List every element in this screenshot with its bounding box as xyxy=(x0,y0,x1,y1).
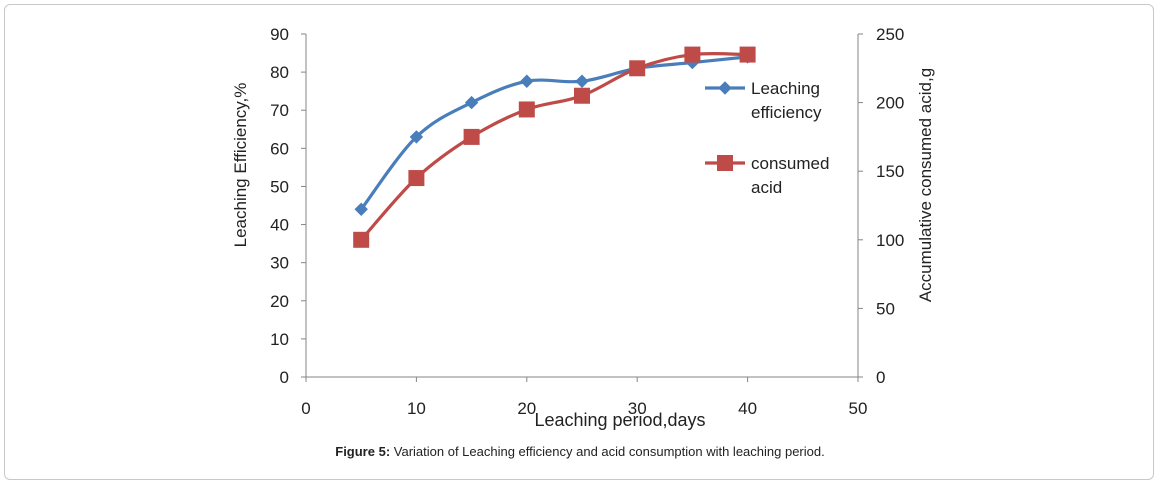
y-right-tick-label: 50 xyxy=(876,299,895,318)
consumed-acid-point xyxy=(518,101,535,118)
y-right-tick-label: 200 xyxy=(876,94,904,113)
consumed-acid-point xyxy=(684,46,701,63)
leaching-efficiency-point xyxy=(520,74,534,88)
y-axis-right-label: Accumulative consumed acid,g xyxy=(916,68,935,302)
legend-consumed-acid-label: consumed xyxy=(751,154,829,173)
leaching-efficiency-point xyxy=(409,130,424,144)
y-left-tick-label: 10 xyxy=(270,330,289,349)
legend-leaching-efficiency-label: Leaching xyxy=(751,79,820,98)
y-left-tick-label: 50 xyxy=(270,177,289,196)
y-left-tick-label: 0 xyxy=(280,368,289,387)
caption-label: Figure 5: xyxy=(335,444,391,459)
figure-caption: Figure 5: Variation of Leaching efficien… xyxy=(0,444,1160,459)
caption-text: Variation of Leaching efficiency and aci… xyxy=(390,444,825,459)
y-right-tick-label: 150 xyxy=(876,162,904,181)
series-layer xyxy=(353,46,756,248)
legend-consumed-acid-marker xyxy=(717,155,733,171)
legend-leaching-efficiency-label: efficiency xyxy=(751,103,822,122)
consumed-acid-point xyxy=(463,128,480,145)
leaching-efficiency-point xyxy=(354,202,368,217)
y-left-tick-label: 70 xyxy=(270,101,289,120)
chart: 0 10 20 30 40 50 60 70 80 90 0 50 100 150 200 250 0 10 20 3… xyxy=(231,25,935,430)
x-tick-label: 10 xyxy=(407,399,426,418)
leaching-efficiency-point xyxy=(575,74,589,88)
y-left-tick-label: 30 xyxy=(270,254,289,273)
legend: Leaching efficiency consumed acid xyxy=(705,79,829,197)
y-right-tick-label: 250 xyxy=(876,25,904,44)
x-tick-label: 30 xyxy=(628,399,647,418)
y-left-tick-label: 60 xyxy=(270,139,289,158)
consumed-acid-point xyxy=(353,231,370,248)
x-tick-label: 20 xyxy=(517,399,536,418)
y-right-tick-label: 0 xyxy=(876,368,885,387)
axes: 0 10 20 30 40 50 60 70 80 90 0 50 100 150 200 250 0 10 20 3… xyxy=(270,25,904,418)
y-right-tick-label: 100 xyxy=(876,231,904,250)
y-left-tick-label: 40 xyxy=(270,216,289,235)
y-left-tick-label: 20 xyxy=(270,292,289,311)
x-tick-label: 40 xyxy=(738,399,757,418)
legend-leaching-efficiency-marker xyxy=(718,81,732,95)
legend-consumed-acid-label: acid xyxy=(751,178,782,197)
consumed-acid-point xyxy=(408,170,425,187)
consumed-acid-point xyxy=(574,87,590,104)
x-axis-label: Leaching period,days xyxy=(534,410,705,430)
y-left-tick-label: 90 xyxy=(270,25,289,44)
y-left-tick-label: 80 xyxy=(270,63,289,82)
consumed-acid-point xyxy=(739,46,756,63)
leaching-efficiency-point xyxy=(464,95,479,110)
x-tick-label: 50 xyxy=(849,399,868,418)
consumed-acid-point xyxy=(629,60,646,77)
y-axis-left-label: Leaching Efficiency,% xyxy=(231,83,250,248)
x-tick-label: 0 xyxy=(301,399,310,418)
